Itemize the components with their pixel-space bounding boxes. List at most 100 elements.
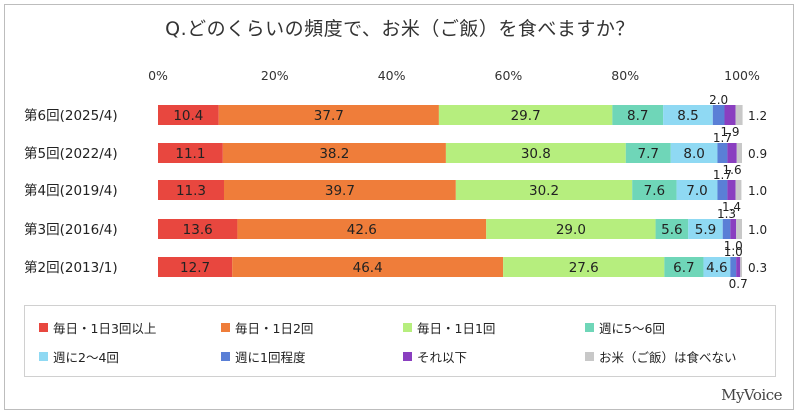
data-label: 46.4 [353, 260, 383, 276]
bar-segment [222, 143, 446, 163]
category-label: 第3回(2016/4) [24, 221, 118, 238]
category-label: 第2回(2013/1) [24, 259, 118, 276]
bar-segment [727, 143, 737, 163]
data-label: 1.9 [720, 125, 739, 139]
bar-segment [158, 143, 223, 163]
legend-item: それ以下 [403, 347, 467, 366]
data-label: 27.6 [569, 260, 599, 276]
x-tick-label: 60% [495, 68, 523, 83]
bar-segment [223, 180, 456, 200]
legend-item: 毎日・1日2回 [221, 318, 313, 337]
legend-label: 週に1回程度 [235, 350, 306, 365]
bar-segment [736, 219, 742, 239]
bar-segment [445, 143, 626, 163]
bar-segment [655, 219, 689, 239]
data-label: 1.0 [748, 223, 767, 237]
data-label: 1.4 [722, 200, 741, 214]
data-label: 1.0 [724, 239, 743, 253]
data-label: 29.7 [511, 108, 541, 124]
legend-label: 週に5～6回 [599, 321, 665, 336]
data-label: 10.4 [173, 108, 203, 124]
category-label: 第6回(2025/4) [24, 107, 118, 124]
data-label: 12.7 [180, 260, 210, 276]
legend-label: 毎日・1日3回以上 [53, 321, 157, 336]
data-label: 1.0 [724, 245, 743, 259]
data-label: 4.6 [706, 260, 727, 276]
data-label: 6.7 [673, 260, 694, 276]
bar-segment [232, 257, 504, 277]
data-label: 0.9 [748, 147, 767, 161]
legend-item: 週に2～4回 [39, 347, 119, 366]
chart-title: Q.どのくらいの頻度で、お米（ご飯）を食べますか？ [165, 18, 635, 40]
bar-segment [158, 180, 224, 200]
bar-segment [735, 180, 742, 200]
data-label: 8.0 [683, 146, 704, 162]
bar-segment [722, 219, 731, 239]
data-label: 8.7 [627, 108, 648, 124]
data-label: 0.3 [748, 261, 767, 275]
bar-segment [158, 105, 219, 125]
legend-swatch [39, 323, 48, 332]
bar-segment [688, 219, 723, 239]
data-label: 11.1 [175, 146, 205, 162]
data-label: 1.3 [717, 207, 736, 221]
bar-segment [736, 143, 742, 163]
legend-swatch [403, 352, 412, 361]
legend-label: 毎日・1日2回 [235, 321, 314, 336]
legend-label: 週に2～4回 [53, 350, 119, 365]
data-label: 2.0 [709, 93, 728, 107]
bar-segment [438, 105, 613, 125]
bar-segment [712, 105, 725, 125]
data-label: 5.9 [695, 222, 716, 238]
bar-segment [158, 257, 233, 277]
x-tick-label: 100% [724, 68, 760, 83]
bar-segment [632, 180, 677, 200]
bar-segment [735, 105, 743, 125]
bar-segment [158, 219, 238, 239]
x-tick-label: 20% [261, 68, 289, 83]
bar-segment [455, 180, 633, 200]
bar-segment [663, 105, 713, 125]
data-label: 1.6 [723, 163, 742, 177]
bar-segment [218, 105, 439, 125]
x-tick-label: 80% [611, 68, 639, 83]
bar-segment [670, 143, 718, 163]
data-label: 8.5 [677, 108, 698, 124]
category-label: 第5回(2022/4) [24, 145, 118, 162]
legend-swatch [221, 352, 230, 361]
legend-item: 毎日・1日3回以上 [39, 318, 156, 337]
data-label: 7.0 [686, 183, 707, 199]
data-label: 11.3 [176, 183, 206, 199]
stacked-bar-chart: 0% 20% 40% 60% 80% 100% 第6回(2025/4) 第5回(2022/4)… [24, 68, 767, 291]
legend-swatch [39, 352, 48, 361]
x-tick-label: 40% [378, 68, 406, 83]
data-label: 37.7 [314, 108, 344, 124]
bar-segment [676, 180, 718, 200]
data-label: 39.7 [325, 183, 355, 199]
legend-swatch [585, 323, 594, 332]
bar-segment [664, 257, 704, 277]
legend-swatch [585, 352, 594, 361]
data-label: 5.6 [661, 222, 682, 238]
data-label: 1.2 [748, 109, 767, 123]
data-label: 1.0 [748, 184, 767, 198]
legend-label: お米（ご飯）は食べない [599, 350, 737, 365]
data-label: 30.8 [521, 146, 551, 162]
bar-segment [486, 219, 656, 239]
bar-segment [612, 105, 664, 125]
legend-item: お米（ご飯）は食べない [585, 347, 737, 366]
legend-swatch [221, 323, 230, 332]
data-label: 29.0 [556, 222, 586, 238]
bar-segment [736, 257, 741, 277]
data-label: 42.6 [347, 222, 377, 238]
bar-segment [730, 219, 737, 239]
legend-label: 毎日・1日1回 [417, 321, 496, 336]
data-label: 30.2 [529, 183, 559, 199]
legend-swatch [403, 323, 412, 332]
legend-label: それ以下 [417, 350, 468, 365]
bar-segment [724, 105, 736, 125]
legend-item: 週に5～6回 [585, 318, 665, 337]
bar-segment [717, 180, 728, 200]
data-label: 7.6 [644, 183, 665, 199]
legend-item: 毎日・1日1回 [403, 318, 495, 337]
